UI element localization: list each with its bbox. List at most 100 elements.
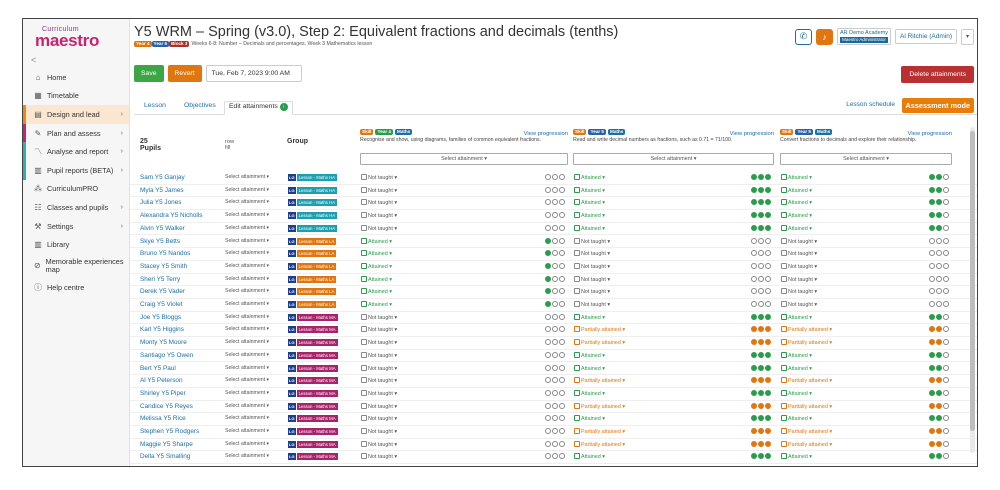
attainment-select[interactable]: Attained ▾: [574, 364, 605, 372]
attainment-select[interactable]: Attained ▾: [361, 275, 392, 283]
row-fill-select[interactable]: Select attainment ▾: [225, 402, 270, 409]
attainment-select[interactable]: Attained ▾: [574, 415, 605, 422]
attainment-select[interactable]: Not taught ▾: [361, 377, 397, 384]
pupil-name-link[interactable]: Julia Y5 Jones: [140, 199, 182, 207]
attainment-select[interactable]: Attained ▾: [574, 212, 605, 219]
attainment-select[interactable]: Partially attained ▾: [574, 339, 625, 346]
revert-button[interactable]: Revert: [167, 65, 202, 82]
logo[interactable]: Curriculum maestro: [23, 19, 129, 53]
pupil-name-link[interactable]: Skye Y5 Betts: [140, 237, 181, 245]
lesson-schedule-link[interactable]: Lesson schedule: [846, 101, 895, 108]
row-fill-select[interactable]: Select attainment ▾: [225, 212, 270, 219]
pupil-name-link[interactable]: Monty Y5 Moore: [140, 339, 187, 347]
row-fill-select[interactable]: Select attainment ▾: [225, 250, 270, 257]
attainment-select[interactable]: Attained ▾: [361, 301, 392, 308]
sidebar-item-pupil-reports-beta[interactable]: ▥ Pupil reports (BETA) ›: [23, 160, 129, 180]
row-fill-select[interactable]: Select attainment ▾: [225, 237, 270, 244]
attainment-select[interactable]: Attained ▾: [781, 224, 812, 232]
attainment-select[interactable]: Attained ▾: [781, 453, 812, 460]
attainment-select[interactable]: Attained ▾: [361, 262, 392, 270]
pupil-name-link[interactable]: Melissa Y5 Rice: [140, 415, 186, 423]
tab-edit-attainments[interactable]: Edit attainments ›: [224, 101, 293, 115]
attainment-select[interactable]: Not taught ▾: [361, 428, 397, 435]
sidebar-item-analyse-and-report[interactable]: 〽 Analyse and report ›: [23, 142, 129, 161]
attainment-select[interactable]: Attained ▾: [574, 351, 605, 359]
scrollbar-thumb[interactable]: [970, 131, 975, 431]
pupil-name-link[interactable]: Maggie Y5 Sharpe: [140, 440, 193, 448]
attainment-select[interactable]: Not taught ▾: [361, 440, 397, 448]
sidebar-item-curriculumpro[interactable]: ⁂ CurriculumPRO: [23, 180, 129, 199]
save-button[interactable]: Save: [134, 65, 164, 82]
attainment-select[interactable]: Not taught ▾: [574, 250, 610, 257]
user-menu[interactable]: Al Ritchie (Admin): [894, 29, 957, 44]
row-fill-select[interactable]: Select attainment ▾: [225, 199, 270, 206]
assessment-mode-button[interactable]: Assessment mode: [901, 98, 974, 113]
attainment-select[interactable]: Attained ▾: [574, 389, 605, 397]
row-fill-select[interactable]: Select attainment ▾: [225, 377, 270, 384]
row-fill-select[interactable]: Select attainment ▾: [225, 174, 270, 180]
attainment-select[interactable]: Not taught ▾: [574, 262, 610, 270]
attainment-select[interactable]: Partially attained ▾: [781, 402, 832, 410]
column-select-attainment[interactable]: Select attainment ▾: [360, 153, 568, 165]
view-progression-link[interactable]: View progression: [907, 131, 952, 137]
attainment-select[interactable]: Not taught ▾: [574, 301, 610, 308]
pupil-name-link[interactable]: Shirley Y5 Piper: [140, 389, 186, 397]
attainment-select[interactable]: Not taught ▾: [781, 288, 817, 295]
pupil-name-link[interactable]: Candice Y5 Reyes: [140, 402, 193, 410]
sidebar-item-timetable[interactable]: ▦ Timetable: [23, 87, 129, 106]
pupil-name-link[interactable]: Santiago Y5 Owen: [140, 351, 194, 359]
attainment-select[interactable]: Not taught ▾: [361, 364, 397, 372]
attainment-select[interactable]: Not taught ▾: [574, 237, 610, 245]
attainment-select[interactable]: Not taught ▾: [574, 288, 610, 295]
sidebar-collapse-button[interactable]: <: [31, 55, 37, 65]
attainment-select[interactable]: Not taught ▾: [361, 313, 397, 321]
row-fill-select[interactable]: Select attainment ▾: [225, 351, 270, 358]
attainment-select[interactable]: Not taught ▾: [361, 224, 397, 232]
attainment-select[interactable]: Attained ▾: [361, 237, 392, 245]
attainment-select[interactable]: Partially attained ▾: [574, 428, 625, 435]
pupil-name-link[interactable]: Craig Y5 Violet: [140, 301, 183, 308]
pupil-name-link[interactable]: Alvin Y5 Walker: [140, 224, 185, 232]
row-fill-select[interactable]: Select attainment ▾: [225, 339, 270, 346]
sidebar-item-design-and-lead[interactable]: ▤ Design and lead ›: [23, 105, 129, 124]
academy-switcher[interactable]: AR Demo Academy Maestro Administrator: [836, 28, 891, 45]
attainment-select[interactable]: Not taught ▾: [361, 415, 397, 422]
attainment-select[interactable]: Attained ▾: [574, 174, 605, 181]
pupil-name-link[interactable]: Bruno Y5 Nandos: [140, 250, 191, 258]
pupil-name-link[interactable]: Al Y5 Peterson: [140, 377, 183, 385]
row-fill-select[interactable]: Select attainment ▾: [225, 313, 270, 320]
attainment-select[interactable]: Not taught ▾: [781, 250, 817, 257]
phone-icon[interactable]: ✆: [794, 28, 812, 45]
attainment-select[interactable]: Not taught ▾: [574, 275, 610, 283]
attainment-select[interactable]: Not taught ▾: [361, 212, 397, 219]
attainment-select[interactable]: Attained ▾: [781, 174, 812, 181]
sidebar-item-home[interactable]: ⌂ Home: [23, 68, 129, 87]
attainment-select[interactable]: Not taught ▾: [361, 351, 397, 359]
attainment-select[interactable]: Attained ▾: [574, 313, 605, 321]
attainment-select[interactable]: Not taught ▾: [361, 339, 397, 346]
user-dropdown-button[interactable]: ▾: [961, 28, 974, 45]
attainment-select[interactable]: Partially attained ▾: [781, 428, 832, 435]
attainment-select[interactable]: Not taught ▾: [781, 237, 817, 245]
attainment-select[interactable]: Not taught ▾: [361, 199, 397, 206]
attainment-select[interactable]: Attained ▾: [781, 415, 812, 422]
attainment-select[interactable]: Not taught ▾: [361, 326, 397, 333]
column-select-attainment[interactable]: Select attainment ▾: [780, 153, 952, 165]
attainment-select[interactable]: Partially attained ▾: [781, 377, 832, 384]
attainment-select[interactable]: Not taught ▾: [361, 186, 397, 194]
attainment-select[interactable]: Attained ▾: [574, 186, 605, 194]
column-select-attainment[interactable]: Select attainment ▾: [573, 153, 774, 165]
attainment-select[interactable]: Not taught ▾: [781, 262, 817, 270]
attainment-select[interactable]: Attained ▾: [361, 250, 392, 257]
pupil-name-link[interactable]: Stacey Y5 Smith: [140, 262, 188, 270]
pupil-name-link[interactable]: Joe Y5 Bloggs: [140, 313, 182, 321]
attainment-select[interactable]: Attained ▾: [781, 351, 812, 359]
attainment-select[interactable]: Attained ▾: [361, 288, 392, 295]
row-fill-select[interactable]: Select attainment ▾: [225, 415, 270, 422]
row-fill-select[interactable]: Select attainment ▾: [225, 364, 270, 371]
attainment-select[interactable]: Not taught ▾: [781, 275, 817, 283]
sidebar-item-plan-and-assess[interactable]: ✎ Plan and assess ›: [23, 123, 129, 143]
view-progression-link[interactable]: View progression: [523, 131, 568, 137]
row-fill-select[interactable]: Select attainment ▾: [225, 440, 270, 447]
sidebar-item-library[interactable]: ▥ Library: [23, 235, 129, 254]
